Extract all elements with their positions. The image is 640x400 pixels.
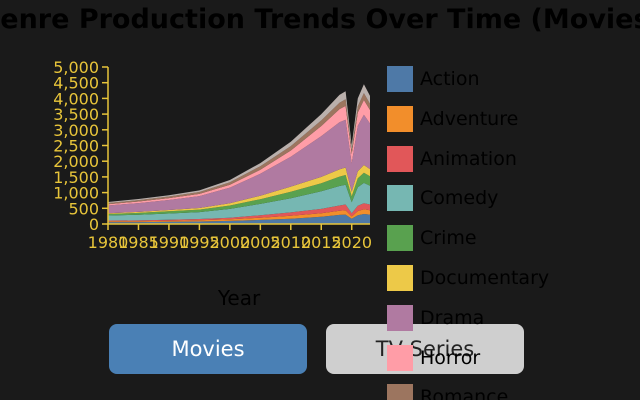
movies-button[interactable]: Movies xyxy=(109,324,307,374)
area-series-comedy xyxy=(108,182,370,221)
y-tick-label: 3,500 xyxy=(53,105,99,124)
x-tick-label: 2015 xyxy=(301,233,342,252)
x-tick-label: 1990 xyxy=(149,233,190,252)
legend-label: Drama xyxy=(420,306,485,329)
area-layer xyxy=(108,84,370,224)
legend-swatch xyxy=(387,304,413,331)
chart-title: Genre Production Trends Over Time (Movie… xyxy=(0,4,640,35)
x-axis-title: Year xyxy=(217,286,261,310)
y-tick-label: 2,500 xyxy=(53,137,99,156)
legend-label: Horror xyxy=(420,346,481,369)
y-tick-label: 5,000 xyxy=(53,58,99,77)
x-tick-label: 2005 xyxy=(240,233,281,252)
y-tick-label: 2,000 xyxy=(53,152,99,171)
y-tick-label: 4,500 xyxy=(53,74,99,93)
legend-swatch xyxy=(387,384,413,400)
legend-swatch xyxy=(387,344,413,371)
y-tick-label: 1,500 xyxy=(53,168,99,187)
y-tick-label: 3,000 xyxy=(53,121,99,140)
y-tick-label: 500 xyxy=(68,199,99,218)
x-tick-label: 2010 xyxy=(270,233,311,252)
legend-swatch xyxy=(387,145,413,172)
area-series-horror xyxy=(108,100,370,206)
legend-label: Documentary xyxy=(420,267,550,289)
area-series-animation xyxy=(108,203,370,222)
area-series-romance xyxy=(108,93,370,205)
area-series-action xyxy=(108,214,370,224)
x-tick-label: 1995 xyxy=(179,233,220,252)
area-series-crime xyxy=(108,172,370,216)
legend-label: Crime xyxy=(420,227,477,250)
legend-label: Comedy xyxy=(420,187,499,210)
y-tick-label: 1,000 xyxy=(53,184,99,203)
x-tick-label: 2000 xyxy=(210,233,251,252)
area-series-drama xyxy=(108,114,370,214)
x-tick-label: 1985 xyxy=(118,233,159,252)
y-axis-ticks: 05001,0001,5002,0002,5003,0003,5004,0004… xyxy=(53,58,108,234)
legend-swatch xyxy=(387,225,413,252)
legend-label: Adventure xyxy=(420,107,519,130)
legend-swatch xyxy=(387,66,413,92)
y-tick-label: 0 xyxy=(89,215,99,234)
legend-label: Action xyxy=(420,68,480,90)
area-series-other-9 xyxy=(108,84,370,203)
area-series-documentary xyxy=(108,165,370,214)
area-series-adventure xyxy=(108,209,370,223)
y-tick-label: 4,000 xyxy=(53,89,99,108)
x-tick-label: 2020 xyxy=(331,233,372,252)
legend-swatch xyxy=(387,265,413,291)
x-tick-label: 1980 xyxy=(88,233,129,252)
legend-label: Animation xyxy=(420,147,517,170)
legend-label: Romance xyxy=(420,386,509,400)
legend-swatch xyxy=(387,105,413,132)
legend-swatch xyxy=(387,185,413,212)
